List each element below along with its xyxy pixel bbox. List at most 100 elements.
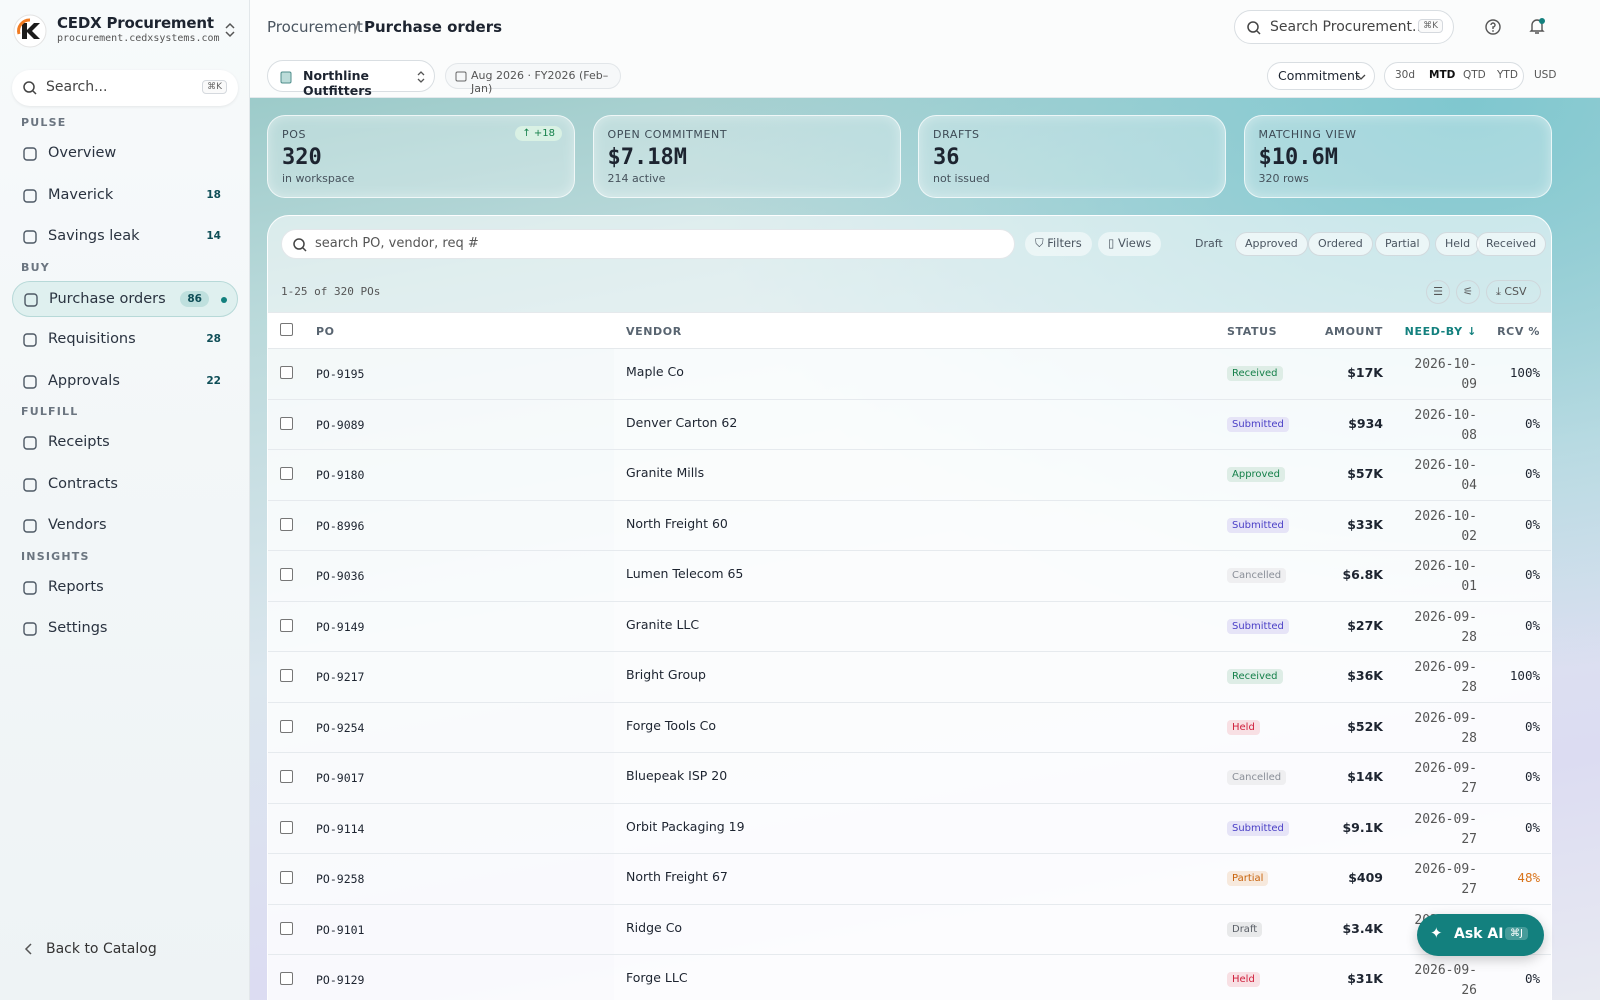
- domain: procurement.cedxsystems.com: [57, 33, 220, 44]
- po-number[interactable]: PO-9217: [316, 670, 365, 684]
- status-chip[interactable]: Held: [1435, 232, 1481, 256]
- filters-button[interactable]: ⛉ Filters: [1025, 232, 1092, 256]
- po-number[interactable]: PO-9017: [316, 771, 365, 785]
- table-row[interactable]: PO-9114 Orbit Packaging 19 Submitted $9.1K 2…: [268, 803, 1551, 854]
- status-chip[interactable]: Draft: [1195, 237, 1223, 250]
- columns-button[interactable]: ⚟: [1456, 280, 1480, 304]
- status-chip[interactable]: Ordered: [1308, 232, 1373, 256]
- csv-button[interactable]: ⤓ CSV: [1486, 280, 1541, 304]
- po-number[interactable]: PO-9129: [316, 973, 365, 987]
- shortcut: ⌘K: [202, 80, 227, 94]
- nav-icon: [23, 188, 37, 203]
- nav-item[interactable]: Overview: [12, 136, 238, 172]
- receipt-pct: 100%: [1509, 365, 1540, 380]
- vendor-bg: [614, 349, 1551, 399]
- table-row[interactable]: PO-9036 Lumen Telecom 65 Cancelled $6.8K 202…: [268, 551, 1551, 602]
- row-checkbox[interactable]: [280, 467, 293, 480]
- po-number[interactable]: PO-9036: [316, 569, 365, 583]
- po-number[interactable]: PO-9258: [316, 872, 365, 886]
- switch-icon[interactable]: [224, 22, 236, 38]
- metric-select[interactable]: Commitment: [1267, 62, 1375, 90]
- nav-item[interactable]: Requisitions 28: [12, 322, 238, 358]
- period-select[interactable]: Aug 2026 · FY2026 (Feb–Jan): [445, 63, 621, 95]
- vendor-bg: [614, 399, 1551, 449]
- sidebar-search[interactable]: Search... ⌘K: [12, 70, 238, 106]
- row-checkbox[interactable]: [280, 770, 293, 783]
- table-row[interactable]: PO-9129 Forge LLC Held $31K 2026-09-26 0%: [268, 955, 1551, 1000]
- column-header[interactable]: STATUS: [1227, 325, 1278, 338]
- row-checkbox[interactable]: [280, 416, 293, 430]
- table-row[interactable]: PO-8996 North Freight 60 Submitted $33K 2026…: [268, 500, 1551, 551]
- table-row[interactable]: PO-9180 Granite Mills Approved $57K 2026-10-…: [268, 450, 1551, 501]
- column-header[interactable]: VENDOR: [626, 325, 682, 338]
- kpi-value: $10.6M: [1258, 145, 1338, 170]
- global-search[interactable]: Search Procurement... ⌘K: [1234, 10, 1454, 44]
- column-header[interactable]: AMOUNT: [1324, 325, 1383, 338]
- views-button[interactable]: ▯ Views: [1098, 232, 1162, 256]
- nav-item[interactable]: Approvals 22: [12, 364, 238, 400]
- range-option[interactable]: MTD: [1429, 69, 1456, 81]
- column-header[interactable]: NEED-BY ↓: [1404, 325, 1477, 338]
- po-number[interactable]: PO-9180: [316, 468, 365, 482]
- vendor: Denver Carton 62: [626, 414, 738, 430]
- range-option[interactable]: 30d: [1395, 69, 1416, 81]
- nav-item[interactable]: Reports: [12, 570, 238, 606]
- row-checkbox[interactable]: [280, 820, 293, 834]
- po-number[interactable]: PO-9089: [316, 417, 365, 432]
- po-number[interactable]: PO-8996: [316, 518, 365, 533]
- row-checkbox[interactable]: [280, 517, 293, 531]
- select-all[interactable]: [280, 323, 293, 336]
- row-checkbox[interactable]: [280, 366, 293, 379]
- table-search[interactable]: search PO, vendor, req #: [281, 229, 1015, 259]
- row-checkbox[interactable]: [280, 972, 293, 985]
- column-header[interactable]: RCV %: [1497, 325, 1540, 338]
- help-icon[interactable]: [1485, 19, 1501, 35]
- table-row[interactable]: PO-9089 Denver Carton 62 Submitted $934 2026…: [268, 399, 1551, 450]
- back-link[interactable]: Back to Catalog: [46, 941, 157, 957]
- table-row[interactable]: PO-9195 Maple Co Received $17K 2026-10-09 100…: [268, 349, 1551, 400]
- status-chip[interactable]: Partial: [1375, 232, 1430, 256]
- range-option[interactable]: QTD: [1463, 69, 1486, 81]
- notifications-icon[interactable]: [1528, 17, 1546, 35]
- row-checkbox[interactable]: [280, 719, 293, 733]
- nav-item[interactable]: Purchase orders 86: [12, 280, 238, 317]
- po-number[interactable]: PO-9195: [316, 367, 365, 381]
- nav-icon: [23, 477, 37, 492]
- row-checkbox[interactable]: [280, 568, 293, 581]
- row-checkbox[interactable]: [280, 669, 293, 682]
- po-number[interactable]: PO-9114: [316, 821, 365, 836]
- row-checkbox[interactable]: [280, 871, 293, 884]
- receipt-pct: 0%: [1524, 516, 1540, 532]
- nav-item[interactable]: Contracts: [12, 467, 238, 503]
- status-chip[interactable]: Approved: [1235, 232, 1308, 256]
- nav-item[interactable]: Savings leak 14: [12, 219, 238, 255]
- column-header[interactable]: PO: [316, 325, 335, 338]
- row-checkbox[interactable]: [280, 618, 293, 632]
- breadcrumb[interactable]: Procurement: [267, 18, 363, 36]
- nav-item[interactable]: Settings: [12, 611, 238, 647]
- nav-item[interactable]: Vendors: [12, 508, 238, 544]
- table-row[interactable]: PO-9258 North Freight 67 Partial $409 2026-0…: [268, 854, 1551, 905]
- nav-item[interactable]: Receipts: [12, 425, 238, 461]
- row-checkbox[interactable]: [280, 921, 293, 935]
- amount: $52K: [1347, 718, 1383, 734]
- table-row[interactable]: PO-9017 Bluepeak ISP 20 Cancelled $14K 2026-…: [268, 753, 1551, 804]
- range-option[interactable]: YTD: [1497, 69, 1518, 81]
- po-number[interactable]: PO-9149: [316, 619, 365, 634]
- range-group: 30d MTD QTD YTD: [1384, 62, 1524, 90]
- section-title: BUY: [21, 260, 50, 274]
- workspace-select[interactable]: Northline Outfitters: [267, 60, 435, 98]
- status-chip[interactable]: Received: [1476, 232, 1547, 256]
- need-by: 2026-10-02: [1414, 508, 1477, 544]
- density-button[interactable]: ☰: [1426, 280, 1450, 304]
- ask-ai-button[interactable]: ✦ Ask AI ⌘J: [1417, 914, 1544, 956]
- nav-item[interactable]: Maverick 18: [12, 178, 238, 214]
- table-row[interactable]: PO-9217 Bright Group Received $36K 2026-09-2…: [268, 652, 1551, 703]
- table-row[interactable]: PO-9149 Granite LLC Submitted $27K 2026-09-2…: [268, 601, 1551, 652]
- table-row[interactable]: PO-9254 Forge Tools Co Held $52K 2026-09-28 0…: [268, 702, 1551, 753]
- active-dot: [221, 296, 227, 303]
- po-number[interactable]: PO-9254: [316, 720, 365, 735]
- vendor: Maple Co: [626, 364, 684, 379]
- po-number[interactable]: PO-9101: [316, 922, 365, 937]
